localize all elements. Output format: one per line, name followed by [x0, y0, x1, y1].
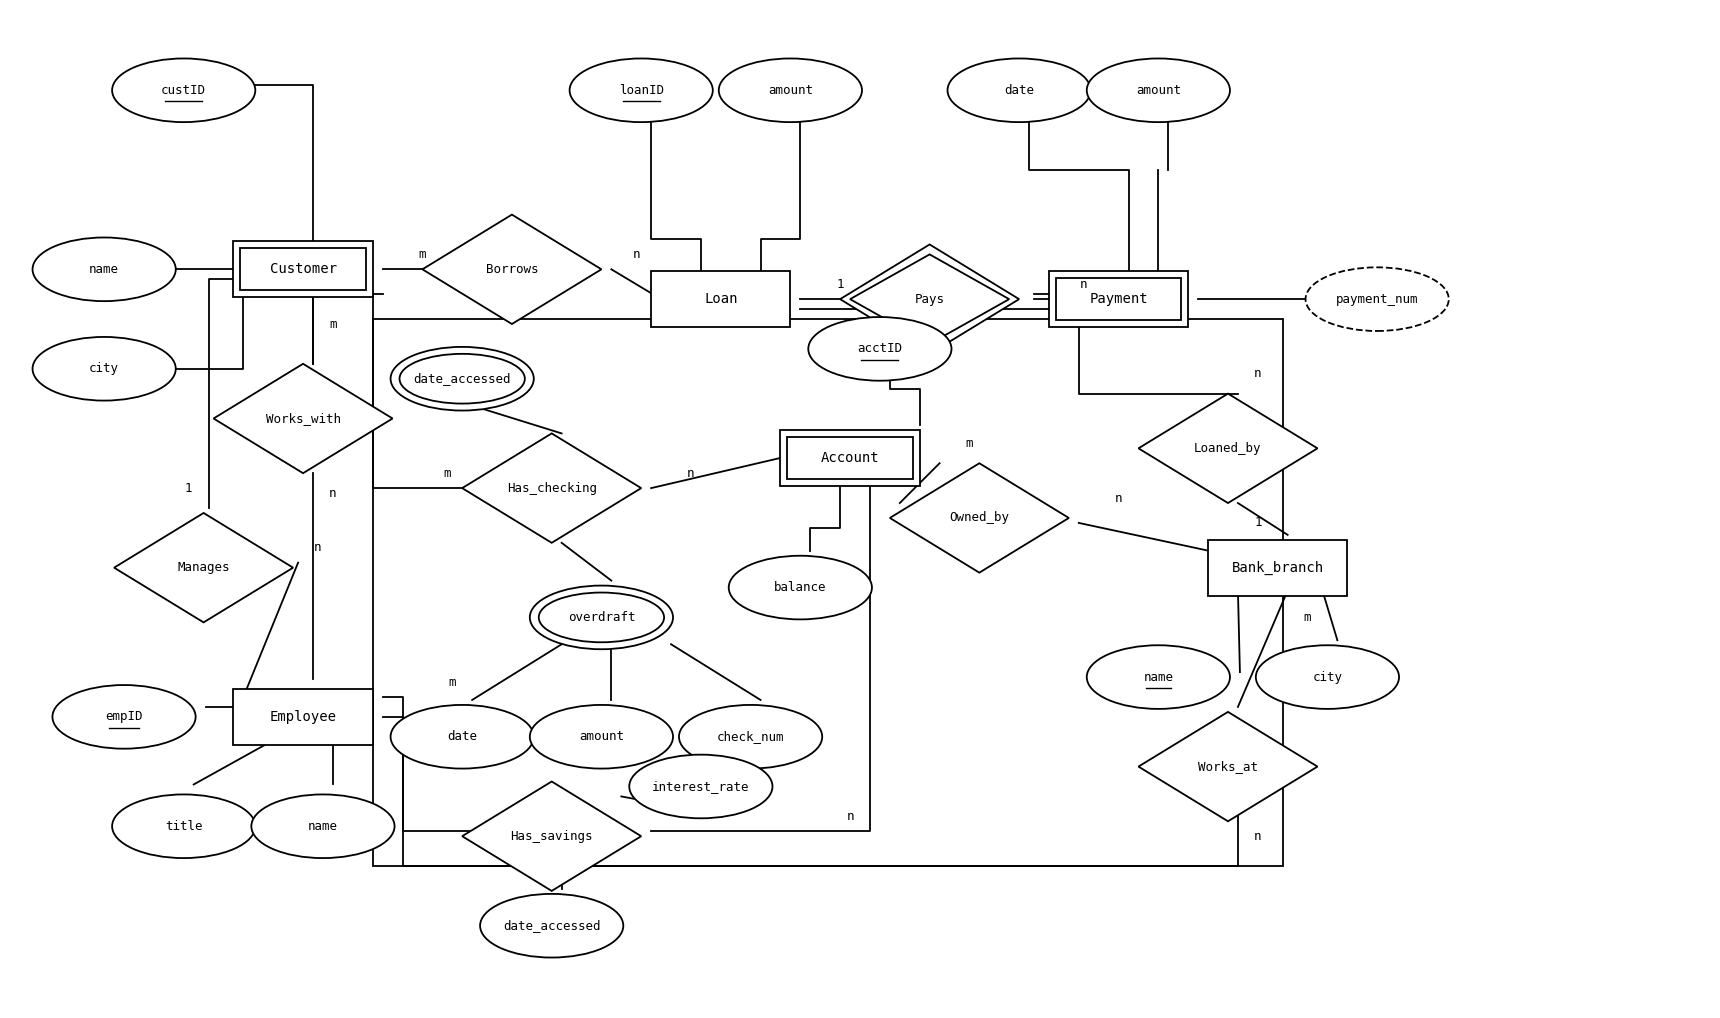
Text: Manages: Manages — [177, 561, 230, 574]
Text: n: n — [1254, 830, 1261, 843]
Text: Works_at: Works_at — [1199, 760, 1257, 773]
Text: acctID: acctID — [857, 342, 903, 355]
Bar — [652, 272, 791, 327]
Text: city: city — [89, 362, 119, 376]
Text: amount: amount — [580, 730, 624, 743]
Text: name: name — [89, 263, 119, 276]
Text: interest_rate: interest_rate — [652, 780, 750, 793]
Bar — [788, 438, 913, 479]
Text: Account: Account — [820, 451, 879, 465]
Text: n: n — [1080, 278, 1087, 291]
Bar — [234, 689, 373, 745]
Ellipse shape — [530, 585, 673, 649]
Ellipse shape — [33, 337, 175, 401]
Text: Borrows: Borrows — [485, 263, 538, 276]
Text: Payment: Payment — [1089, 292, 1147, 306]
Text: 1: 1 — [1254, 516, 1261, 529]
Ellipse shape — [569, 58, 712, 122]
Ellipse shape — [1256, 645, 1398, 709]
Ellipse shape — [679, 704, 822, 769]
Ellipse shape — [52, 685, 196, 748]
Polygon shape — [463, 782, 642, 891]
Bar — [234, 241, 373, 297]
Text: n: n — [329, 487, 337, 500]
Text: date: date — [1004, 83, 1034, 97]
Ellipse shape — [33, 237, 175, 301]
Text: empID: empID — [105, 711, 143, 724]
Polygon shape — [213, 363, 392, 473]
Text: Employee: Employee — [270, 710, 337, 724]
Ellipse shape — [808, 317, 951, 381]
Text: name: name — [1144, 671, 1173, 683]
Text: 1: 1 — [836, 278, 845, 291]
Text: Has_checking: Has_checking — [507, 482, 597, 495]
Ellipse shape — [390, 704, 533, 769]
Text: name: name — [308, 819, 337, 833]
Text: date_accessed: date_accessed — [502, 919, 600, 932]
Text: m: m — [418, 248, 427, 261]
Bar — [373, 319, 1283, 866]
Text: Owned_by: Owned_by — [949, 511, 1010, 524]
Text: loanID: loanID — [619, 83, 664, 97]
Ellipse shape — [480, 894, 623, 958]
Polygon shape — [1139, 394, 1318, 503]
Text: date_accessed: date_accessed — [413, 373, 511, 385]
Text: m: m — [965, 437, 974, 450]
Bar — [1207, 540, 1347, 596]
Text: amount: amount — [1135, 83, 1182, 97]
Text: n: n — [846, 809, 853, 823]
Ellipse shape — [112, 58, 255, 122]
Polygon shape — [839, 244, 1020, 354]
Text: balance: balance — [774, 581, 827, 595]
Bar — [1049, 272, 1189, 327]
Text: payment_num: payment_num — [1336, 292, 1419, 305]
Bar — [241, 248, 366, 290]
Text: Works_with: Works_with — [265, 412, 341, 425]
Text: m: m — [329, 318, 337, 331]
Text: m: m — [1304, 611, 1311, 624]
Polygon shape — [423, 215, 602, 324]
Text: 1: 1 — [186, 482, 193, 495]
Ellipse shape — [530, 704, 673, 769]
Text: Bank_branch: Bank_branch — [1232, 561, 1324, 575]
Text: amount: amount — [767, 83, 814, 97]
Text: custID: custID — [162, 83, 206, 97]
Text: Loan: Loan — [703, 292, 738, 306]
Text: check_num: check_num — [717, 730, 784, 743]
Ellipse shape — [390, 347, 533, 410]
Text: n: n — [315, 542, 322, 554]
Bar — [1056, 278, 1182, 320]
Text: n: n — [688, 466, 695, 479]
Text: city: city — [1312, 671, 1342, 683]
Text: overdraft: overdraft — [568, 611, 635, 624]
Text: n: n — [1115, 492, 1123, 505]
Text: Has_savings: Has_savings — [511, 830, 593, 843]
Text: Pays: Pays — [915, 292, 944, 305]
Text: Loaned_by: Loaned_by — [1194, 442, 1262, 455]
Text: date: date — [447, 730, 476, 743]
Ellipse shape — [630, 754, 772, 818]
Bar — [781, 431, 920, 487]
Ellipse shape — [112, 794, 255, 858]
Text: n: n — [1254, 367, 1261, 381]
Text: m: m — [449, 676, 456, 688]
Ellipse shape — [1305, 268, 1448, 331]
Text: m: m — [444, 466, 451, 479]
Ellipse shape — [1087, 58, 1230, 122]
Ellipse shape — [719, 58, 862, 122]
Polygon shape — [1139, 712, 1318, 822]
Ellipse shape — [251, 794, 394, 858]
Ellipse shape — [1087, 645, 1230, 709]
Text: title: title — [165, 819, 203, 833]
Ellipse shape — [948, 58, 1090, 122]
Polygon shape — [463, 434, 642, 543]
Text: n: n — [633, 248, 640, 261]
Polygon shape — [114, 513, 292, 622]
Ellipse shape — [729, 556, 872, 619]
Polygon shape — [889, 463, 1068, 573]
Text: Customer: Customer — [270, 263, 337, 276]
